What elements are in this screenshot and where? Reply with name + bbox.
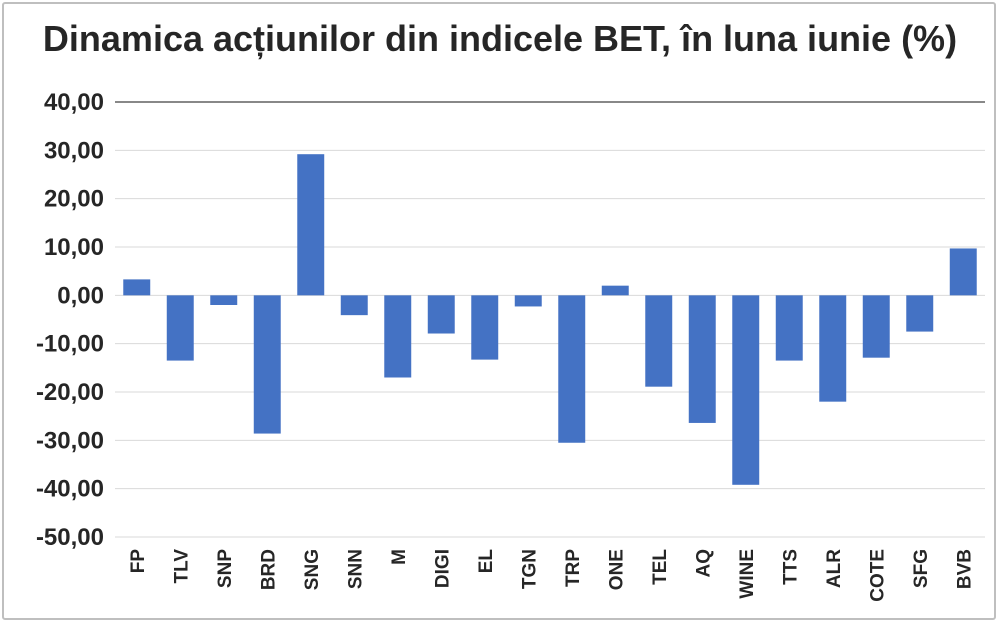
y-tick-label: 40,00 (44, 89, 104, 116)
bar-tgn (514, 295, 542, 307)
gridlines (115, 101, 985, 538)
bar-snp (210, 295, 238, 305)
y-tick-label: -20,00 (36, 379, 104, 406)
y-tick-label: -10,00 (36, 331, 104, 358)
x-tick-label: EL (476, 549, 497, 574)
bar-snn (340, 295, 368, 316)
bar-aq (688, 295, 716, 423)
x-tick-label: SFG (911, 549, 932, 588)
y-tick-label: 0,00 (57, 282, 104, 309)
x-tick-label: SNN (345, 549, 366, 589)
x-tick-label: AQ (693, 549, 714, 578)
x-tick-label: TRP (563, 549, 584, 587)
y-tick-label: 20,00 (44, 186, 104, 213)
bar-tel (645, 295, 673, 387)
y-tick-label: 10,00 (44, 234, 104, 261)
bar-alr (819, 295, 847, 402)
bar-m (384, 295, 412, 378)
y-tick-label: 30,00 (44, 137, 104, 164)
x-tick-label: TLV (171, 549, 192, 584)
chart-title: Dinamica acțiunilor din indicele BET, în… (42, 18, 958, 59)
bar-brd (253, 295, 281, 434)
y-axis-ticks: 40,00 30,00 20,00 10,00 0,00 -10,00 -20,00 -30,… (36, 89, 104, 551)
x-axis-labels: FP TLV SNP BRD SNG SNN M DIGI EL TGN TRP ONE TEL AQ WI… (128, 549, 976, 602)
x-tick-label: TTS (780, 549, 801, 585)
bar-wine (732, 295, 760, 485)
x-tick-label: ONE (606, 549, 627, 590)
y-tick-label: -30,00 (36, 427, 104, 454)
bar-trp (558, 295, 586, 443)
bar-tlv (166, 295, 194, 361)
bars (123, 154, 977, 485)
x-tick-label: ALR (824, 549, 845, 588)
x-tick-label: SNG (302, 549, 323, 590)
y-tick-label: -40,00 (36, 476, 104, 503)
bar-digi (427, 295, 455, 334)
x-tick-label: M (389, 549, 410, 565)
x-tick-label: WINE (737, 549, 758, 599)
x-tick-label: BRD (258, 549, 279, 590)
bar-sfg (906, 295, 934, 332)
y-tick-label: -50,00 (36, 524, 104, 551)
bar-tts (775, 295, 803, 361)
bar-el (471, 295, 499, 360)
x-tick-label: DIGI (432, 549, 453, 588)
x-tick-label: BVB (954, 549, 975, 589)
x-tick-label: FP (128, 549, 149, 574)
x-tick-label: TEL (650, 549, 671, 585)
bar-cote (862, 295, 890, 358)
bar-fp (123, 279, 151, 296)
x-tick-label: COTE (867, 549, 888, 602)
x-tick-label: SNP (215, 549, 236, 588)
bar-sng (297, 154, 325, 296)
bar-bvb (949, 248, 977, 296)
x-tick-label: TGN (519, 549, 540, 589)
bar-one (601, 285, 629, 296)
